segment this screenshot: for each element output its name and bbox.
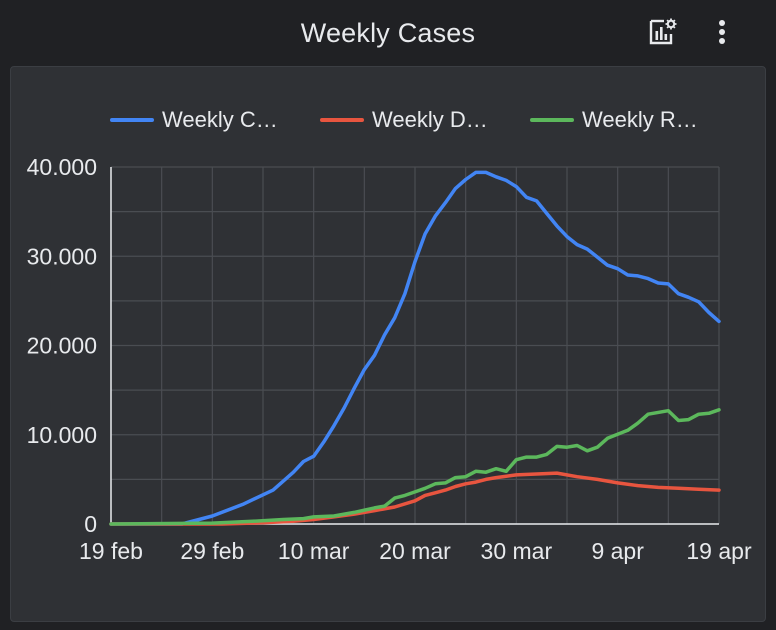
legend-item-1[interactable]: Weekly Ca… — [110, 107, 286, 133]
chart-header: Weekly Cases — [0, 0, 776, 66]
x-tick-label: 10 mar — [278, 538, 350, 564]
legend-item-3[interactable]: Weekly Re… — [530, 107, 706, 133]
legend-swatch — [320, 118, 364, 122]
x-tick-label: 19 apr — [686, 538, 752, 564]
more-vert-icon — [719, 20, 725, 44]
series-line-3 — [109, 408, 721, 526]
x-tick-label: 20 mar — [379, 538, 451, 564]
y-tick-label: 10.000 — [27, 422, 97, 448]
y-tick-label: 30.000 — [27, 243, 97, 269]
x-tick-label: 30 mar — [481, 538, 553, 564]
x-tick-label: 29 feb — [180, 538, 244, 564]
chart-settings-button[interactable] — [642, 12, 682, 52]
chart-settings-icon — [649, 18, 677, 45]
x-tick-label: 19 feb — [79, 538, 143, 564]
x-tick-label: 9 apr — [591, 538, 644, 564]
y-tick-label: 20.000 — [27, 333, 97, 359]
legend-swatch — [110, 118, 154, 122]
legend-item-2[interactable]: Weekly De… — [320, 107, 496, 133]
series-line-1 — [109, 170, 721, 526]
y-tick-label: 0 — [84, 511, 97, 537]
page-title: Weekly Cases — [300, 18, 476, 48]
legend-swatch — [530, 118, 574, 122]
chart-legend: Weekly Ca… Weekly De… Weekly Re… — [110, 107, 740, 133]
chart-card — [10, 66, 766, 622]
y-tick-label: 40.000 — [27, 154, 97, 180]
more-options-button[interactable] — [702, 12, 742, 52]
